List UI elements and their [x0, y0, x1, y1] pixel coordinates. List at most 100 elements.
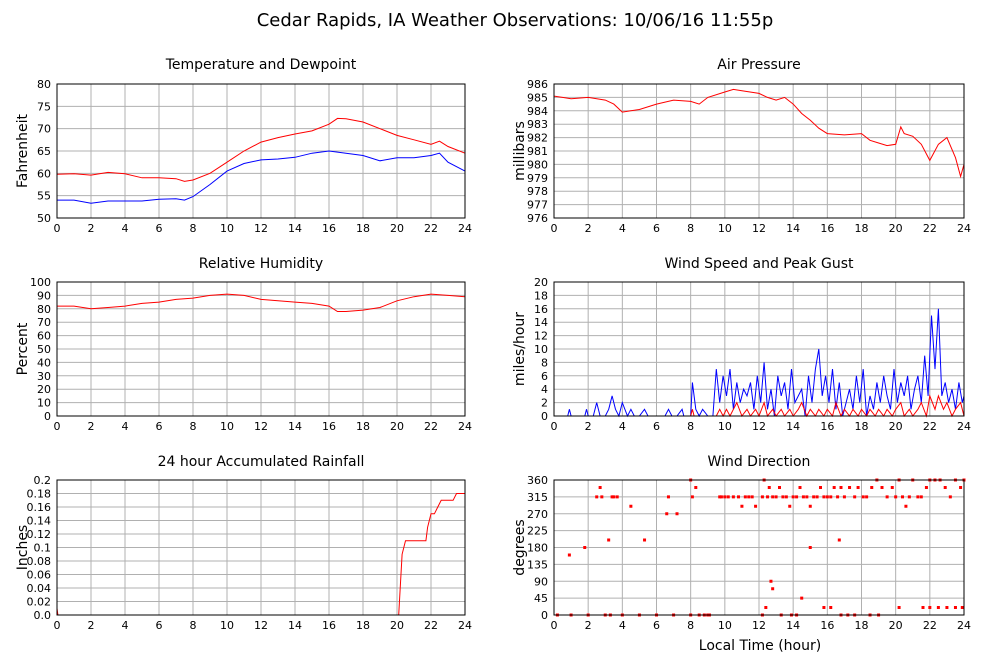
winddir-ytick-label: 0	[541, 609, 548, 622]
temp-ytick-label: 65	[37, 145, 51, 158]
winddir-ytick-label: 90	[534, 575, 548, 588]
page-title: Cedar Rapids, IA Weather Observations: 1…	[257, 10, 774, 31]
winddir-xtick-label: 10	[718, 619, 732, 632]
winddir-xtick-label: 0	[551, 619, 558, 632]
pressure-xtick-label: 2	[585, 222, 592, 235]
rain-xtick-label: 14	[288, 619, 302, 632]
winddir-point	[598, 486, 602, 489]
humidity-ytick-label: 20	[37, 383, 51, 396]
rain-ytick-label: 0.06	[27, 569, 52, 582]
winddir-point	[948, 495, 952, 499]
winddir-point	[675, 512, 679, 516]
rain-xtick-label: 12	[254, 619, 268, 632]
winddir-point	[567, 553, 571, 557]
winddir-point	[907, 495, 911, 499]
humidity-ylabel: Percent	[15, 322, 31, 375]
winddir-point	[865, 495, 869, 499]
pressure-ylabel: millibars	[512, 121, 528, 181]
rain-xtick-label: 24	[458, 619, 472, 632]
winddir-point	[583, 546, 587, 549]
humidity-xtick-label: 18	[356, 420, 370, 433]
wind-ytick-label: 18	[534, 289, 548, 302]
wind-ytick-label: 8	[541, 356, 548, 369]
winddir-point	[822, 495, 826, 499]
temp-xtick-label: 14	[288, 222, 302, 235]
winddir-point	[829, 495, 833, 499]
pressure-xtick-label: 20	[889, 222, 903, 235]
winddir-point	[798, 486, 802, 489]
humidity-xtick-label: 4	[122, 420, 129, 433]
wind-ytick-label: 0	[541, 410, 548, 423]
winddir-point	[595, 495, 599, 499]
rain-xtick-label: 8	[190, 619, 197, 632]
wind-title: Wind Speed and Peak Gust	[665, 256, 854, 272]
wind-ytick-label: 2	[541, 397, 548, 410]
winddir-point	[953, 606, 957, 609]
temp-frame	[56, 83, 466, 219]
pressure-ytick-label: 977	[527, 199, 548, 212]
winddir-point	[901, 495, 904, 499]
rain-ylabel: Inches	[15, 525, 31, 570]
humidity-ytick-label: 70	[37, 316, 51, 329]
winddir-point	[719, 495, 723, 499]
pressure-xtick-label: 14	[786, 222, 800, 235]
humidity-xtick-label: 20	[390, 420, 404, 433]
winddir-point	[694, 486, 698, 489]
winddir-point	[737, 495, 740, 499]
winddir-xtick-label: 14	[786, 619, 800, 632]
rain-ytick-label: 0.16	[27, 501, 52, 514]
pressure-title: Air Pressure	[717, 57, 800, 73]
winddir-point	[754, 504, 758, 508]
winddir-point	[610, 495, 614, 499]
winddir-point	[919, 495, 923, 499]
winddir-point	[808, 504, 812, 508]
winddir-point	[666, 495, 670, 499]
wind-xtick-label: 10	[718, 420, 732, 433]
temp-ytick-label: 70	[37, 123, 51, 136]
humidity-frame	[56, 281, 466, 417]
winddir-point	[904, 504, 908, 508]
humidity-ytick-label: 100	[30, 276, 51, 289]
winddir-point	[801, 495, 805, 499]
temp-title: Temperature and Dewpoint	[165, 57, 357, 73]
winddir-point	[600, 495, 604, 499]
winddir-point	[943, 486, 947, 489]
winddir-xtick-label: 20	[889, 619, 903, 632]
humidity-ytick-label: 10	[37, 397, 51, 410]
winddir-xtick-label: 18	[855, 619, 869, 632]
winddir-point	[924, 486, 928, 489]
winddir-ylabel: degrees	[512, 519, 528, 575]
wind-xtick-label: 20	[889, 420, 903, 433]
pressure-xtick-label: 4	[619, 222, 626, 235]
rain-ytick-label: 0.12	[27, 528, 52, 541]
temp-ytick-label: 50	[37, 212, 51, 225]
winddir-xtick-label: 24	[957, 619, 971, 632]
temp-xtick-label: 20	[390, 222, 404, 235]
rain-ytick-label: 0.14	[27, 515, 52, 528]
winddir-point	[832, 486, 836, 489]
winddir-point	[916, 495, 920, 499]
pressure-ytick-label: 978	[527, 185, 548, 198]
winddir-ytick-label: 315	[527, 491, 548, 504]
winddir-point	[784, 495, 788, 499]
winddir-ytick-label: 225	[527, 525, 548, 538]
temp-xtick-label: 24	[458, 222, 472, 235]
temp-xtick-label: 0	[54, 222, 61, 235]
winddir-point	[769, 579, 773, 583]
humidity-xtick-label: 10	[220, 420, 234, 433]
humidity-xtick-label: 24	[458, 420, 472, 433]
wind-ytick-label: 20	[534, 276, 548, 289]
winddir-point	[778, 486, 781, 489]
winddir-ytick-label: 180	[527, 542, 548, 555]
wind-xtick-label: 12	[752, 420, 766, 433]
winddir-point	[822, 606, 826, 609]
winddir-point	[766, 495, 770, 499]
winddir-point	[750, 495, 754, 499]
pressure-ytick-label: 982	[527, 132, 548, 145]
winddir-point	[615, 495, 619, 499]
winddir-point	[665, 512, 669, 516]
winddir-point	[764, 606, 768, 609]
pressure-ytick-label: 981	[527, 145, 548, 158]
